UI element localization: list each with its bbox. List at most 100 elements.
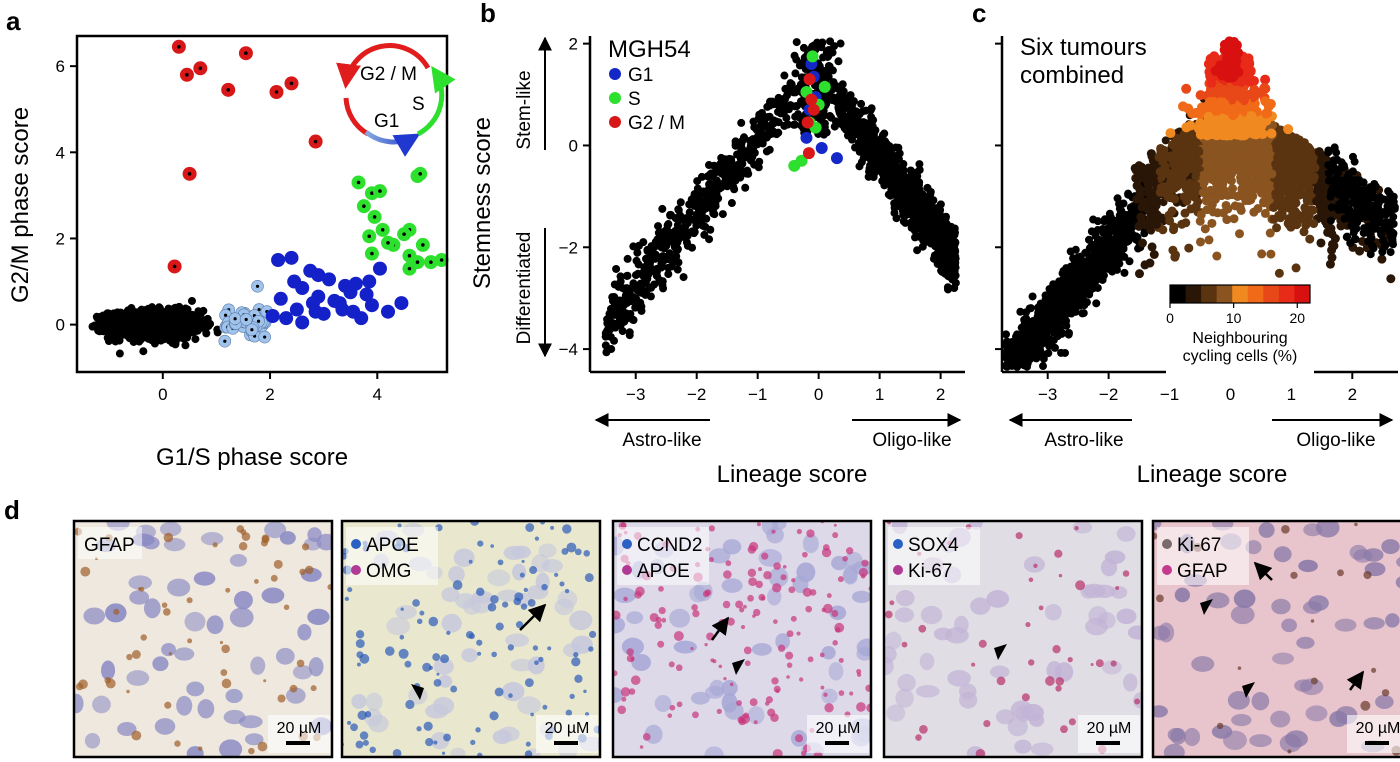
cell-point [729, 174, 738, 183]
cell-point [762, 147, 771, 156]
cell-point [679, 232, 688, 241]
cell-point-center [244, 317, 248, 322]
cell-point [651, 254, 660, 263]
cell-point [697, 172, 706, 181]
noncycling-cell-point [174, 329, 183, 338]
noncycling-cell-point [155, 303, 164, 312]
cell-point [1083, 264, 1092, 273]
cell-point [1120, 252, 1129, 261]
cell-point [941, 214, 950, 223]
y-tick-label: 2 [56, 229, 65, 248]
cycling-cell-point [335, 302, 350, 317]
cell-point [901, 211, 910, 220]
cell-point [714, 194, 723, 203]
cell-point [906, 194, 915, 203]
cell-point-center [362, 204, 366, 208]
cell-point [631, 294, 640, 303]
cell-point [1064, 330, 1073, 339]
cell-point [781, 95, 790, 104]
cell-point [1042, 325, 1051, 334]
cell-point-center [439, 258, 444, 262]
noncycling-cell-point [106, 328, 115, 337]
cell-point [1106, 243, 1115, 252]
cell-point [1035, 324, 1044, 333]
g2m-cycle-label: G2 / M [360, 64, 417, 85]
cell-point [899, 160, 908, 169]
y-tick-label: 0 [569, 136, 578, 155]
noncycling-cell-point [173, 314, 182, 323]
cell-point [897, 174, 906, 183]
panel-a-x-axis-label: G1/S phase score [156, 444, 348, 471]
cell-point [830, 122, 839, 131]
cell-point [1249, 207, 1259, 217]
cell-point-center [289, 81, 294, 86]
cell-point [1070, 305, 1079, 314]
cycling-cell-point [800, 131, 813, 144]
cell-point [717, 153, 726, 162]
cycling-cell-point [364, 298, 379, 313]
g2m-arc-tail [343, 97, 370, 137]
cell-point [908, 181, 917, 190]
cell-point [724, 162, 733, 171]
cell-point [676, 198, 685, 207]
cell-point [826, 37, 835, 46]
legend-label: G1 [628, 65, 653, 86]
cell-point [602, 348, 611, 357]
cell-point [840, 93, 849, 102]
cell-point [1084, 280, 1093, 289]
cell-point [657, 259, 666, 268]
cell-point [719, 179, 728, 188]
cell-point [637, 302, 646, 311]
cell-point [1147, 242, 1157, 252]
cell-point [741, 183, 750, 192]
noncycling-cell-point [187, 296, 196, 305]
cell-cycle-schematic: G2 / M S G1 [336, 43, 456, 157]
panel-b-plot [601, 37, 960, 357]
cell-point [864, 172, 873, 181]
cycling-cell-point [284, 250, 299, 265]
cell-point [664, 263, 673, 272]
cell-point [662, 241, 671, 250]
cycling-cell-point [343, 285, 358, 300]
cell-point [1016, 353, 1025, 362]
cell-point [774, 101, 783, 110]
cell-point [665, 249, 674, 258]
cell-point [790, 102, 799, 111]
cell-point [612, 264, 621, 273]
cell-point-center [415, 260, 420, 264]
cell-point [848, 135, 857, 144]
cell-point [1092, 246, 1101, 255]
cell-point-center [421, 243, 425, 247]
legend-marker [609, 116, 621, 128]
cell-point [705, 180, 714, 189]
cell-point [866, 131, 875, 140]
cell-point [1120, 268, 1129, 277]
cell-point [1081, 248, 1090, 257]
cell-point [1108, 262, 1117, 271]
s-cycle-label: S [412, 94, 425, 115]
cell-point [1129, 231, 1138, 240]
cell-point-center [177, 44, 181, 49]
cell-point [898, 182, 907, 191]
cell-point-center [250, 328, 254, 332]
stem-like-label: Stem-like [514, 70, 535, 149]
cell-point [1040, 337, 1049, 346]
cell-point-center [233, 317, 237, 321]
cell-point [831, 97, 840, 106]
cell-point [1093, 217, 1102, 226]
cell-point-center [380, 228, 385, 232]
cell-point [1092, 299, 1101, 308]
g1-arc [364, 130, 421, 157]
cell-point [934, 247, 943, 256]
cell-point [949, 264, 958, 273]
cell-point [938, 232, 947, 241]
cell-point-center [226, 88, 231, 92]
cell-point [646, 292, 655, 301]
y-tick-label: 6 [56, 57, 65, 76]
cell-point [610, 336, 619, 345]
cycling-cell-point [265, 309, 280, 323]
legend-label: S [628, 89, 641, 110]
cell-point-center [172, 264, 177, 269]
cell-point [1039, 354, 1048, 363]
cell-point [1098, 224, 1107, 233]
